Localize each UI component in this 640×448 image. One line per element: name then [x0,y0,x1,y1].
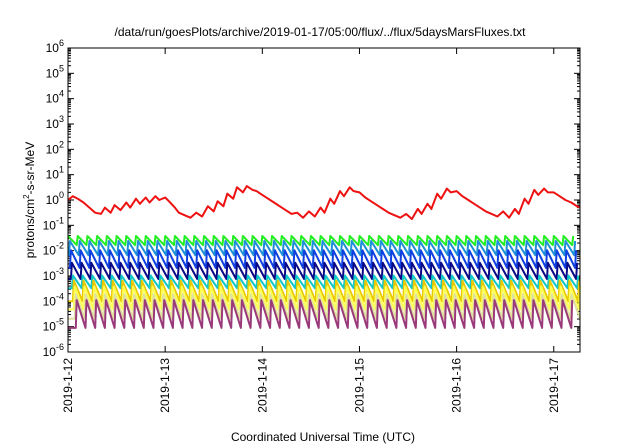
x-tick-label: 2019-1-12 [61,358,75,413]
y-tick-label: 10-3 [43,266,64,283]
y-tick-label: 100 [46,190,64,207]
y-tick-label: 106 [46,38,64,55]
y-tick-label: 10-5 [43,317,64,334]
y-tick-label: 10-1 [43,215,64,232]
y-tick-label: 10-6 [43,342,64,359]
series-line-3 [68,240,577,257]
x-tick-label: 2019-1-13 [158,358,172,413]
series-line-10 [68,299,574,329]
y-tick-label: 103 [46,114,64,131]
y-tick-label: 10-4 [43,291,64,308]
series-line-8 [68,285,581,311]
plot-frame [67,47,581,353]
y-tick-label: 101 [46,165,64,182]
series-line-9 [68,293,581,320]
x-tick-label: 2019-1-16 [450,358,464,413]
y-axis-label: protons/cm2-s-sr-MeV [22,142,37,258]
chart-title: /data/run/goesPlots/archive/2019-01-17/0… [115,25,527,39]
series-line-5 [68,261,579,280]
x-tick-label: 2019-1-17 [547,358,561,413]
series-line-6 [68,274,580,290]
series-line-1 [67,185,581,220]
x-tick-label: 2019-1-14 [255,358,269,413]
y-tick-label: 102 [46,139,64,156]
y-tick-label: 105 [46,63,64,80]
series-line-7 [68,279,580,303]
x-tick-label: 2019-1-15 [352,358,366,413]
y-tick-label: 10-2 [43,241,64,258]
x-axis-label: Coordinated Universal Time (UTC) [231,430,415,444]
series-line-2 [67,235,575,247]
x-axis-ticks: 2019-1-12 2019-1-13 2019-1-14 2019-1-15 2019… [61,48,561,413]
series-layer [67,185,581,329]
y-tick-label: 104 [46,89,64,106]
series-line-4 [68,249,578,269]
